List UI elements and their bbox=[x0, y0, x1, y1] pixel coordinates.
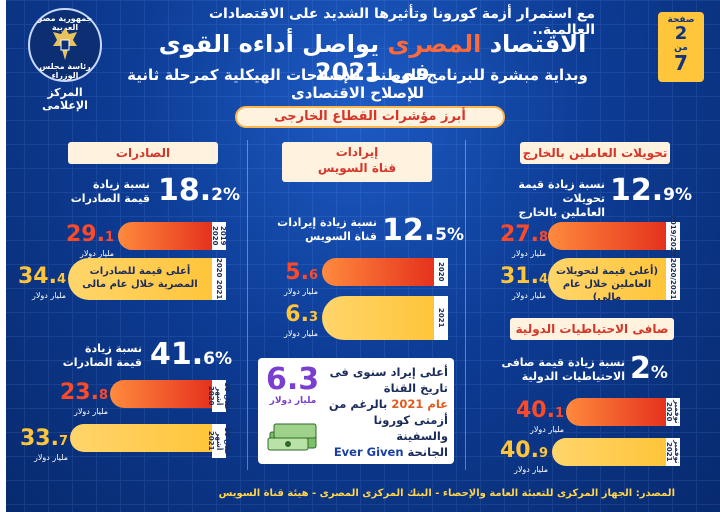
money-stack-icon bbox=[267, 423, 317, 451]
suez-card-text: أعلى إيراد سنوى فى تاريخ القناة عام 2021… bbox=[328, 365, 448, 459]
source-note: المصدر: الجهاز المركزى للتعبئة العامة وا… bbox=[218, 488, 675, 499]
cabinet-seal-logo: جمهورية مصر العربية رئاسة مجلس الوزراء bbox=[28, 8, 102, 82]
exports-bar-10m-2020 bbox=[110, 380, 212, 408]
column-divider bbox=[247, 140, 248, 470]
suez-tag: إيرادات قناة السويس bbox=[282, 142, 432, 182]
exports-year-2020: 2019 2020 bbox=[211, 222, 227, 250]
remittances-year-2021: 2020/2021 bbox=[666, 258, 680, 300]
suez-bar-2020 bbox=[322, 258, 434, 286]
remittances-pct-block: 12.9% نسبة زيادة قيمة تحويلات العاملين با… bbox=[480, 176, 692, 220]
suez-bar-2021 bbox=[322, 296, 434, 340]
exports-year-10m-2021: خلال 10 أشهر 2021 bbox=[207, 424, 231, 458]
exports-val-10m-2021: 33.7 مليار دولار bbox=[19, 426, 68, 463]
exports-note: أعلى قيمة للصادرات المصرية خلال عام مالى bbox=[82, 266, 198, 290]
reserves-tag: صافى الاحتياطيات الدولية bbox=[510, 318, 674, 340]
exports-val-2020: 29.1 مليار دولار bbox=[66, 222, 115, 259]
section-banner: أبرز مؤشرات القطاع الخارجى bbox=[235, 106, 505, 128]
eagle-icon bbox=[53, 28, 77, 60]
reserves-val-2021: 40.9 مليار دولار bbox=[499, 438, 548, 475]
suez-card-value: 6.3 bbox=[266, 362, 320, 397]
exports-val-10m-2020: 23.8 مليار دولار bbox=[59, 380, 108, 417]
reserves-bar-2021 bbox=[552, 438, 666, 466]
remittances-pct: 12.9% bbox=[610, 173, 693, 208]
page-subtitle: وبداية مبشرة للبرنامج الوطنى للإصلاحات ا… bbox=[127, 66, 588, 102]
reserves-bar-2020 bbox=[566, 398, 666, 426]
suez-pct: 12.5% bbox=[382, 213, 465, 248]
exports-bar-10m-2021 bbox=[70, 424, 212, 452]
seal-mid-text: رئاسة مجلس الوزراء bbox=[39, 62, 91, 80]
page-number: 2 bbox=[674, 23, 688, 44]
exports-pct-1: 18.2% bbox=[158, 173, 241, 208]
suez-year-2021: 2021 bbox=[434, 296, 448, 340]
reserves-pct-label: نسبة زيادة قيمة صافى الاحتياطيات الدولية bbox=[501, 356, 625, 383]
suez-val-2020: 5.6 مليار دولار bbox=[283, 260, 318, 297]
exports-pct-2: 41.6% bbox=[150, 337, 233, 372]
remittances-val-2020: 27.8 مليار دولار bbox=[500, 222, 549, 259]
seal-bottom-text: المركز الإعلامى bbox=[42, 86, 88, 112]
page-of: من bbox=[674, 43, 688, 53]
reserves-year-2020: نوفمبر 2020 bbox=[665, 398, 681, 426]
exports-pct-1-label: نسبة زيادة قيمة الصادرات bbox=[70, 178, 150, 205]
exports-pct-2-label: نسبة زيادة قيمة الصادرات bbox=[62, 342, 142, 369]
suez-card-unit: مليار دولار bbox=[269, 396, 317, 406]
page-title: الاقتصاد المصرى يواصل أداءه القوى فى 202… bbox=[150, 30, 595, 86]
exports-tag: الصادرات bbox=[68, 142, 218, 164]
seal-top-text: جمهورية مصر العربية bbox=[37, 14, 93, 32]
suez-year-2020: 2020 bbox=[434, 258, 448, 286]
remittances-val-2021: 31.4 مليار دولار bbox=[500, 264, 549, 301]
exports-year-10m-2020: خلال 10 أشهر 2020 bbox=[207, 380, 231, 412]
remittances-bar-2021: (أعلى قيمة لتحويلات العاملين خلال عام مال… bbox=[548, 258, 666, 303]
top-line: مع استمرار أزمة كورونا وتأثيرها الشديد ع… bbox=[208, 6, 595, 38]
column-divider bbox=[465, 140, 466, 470]
title-part-b: يواصل أداءه القوى فى 2021 bbox=[158, 30, 431, 86]
reserves-pct: 2% bbox=[630, 351, 668, 386]
reserves-val-2020: 40.1 مليار دولار bbox=[516, 398, 565, 435]
title-highlight: المصرى bbox=[387, 30, 482, 58]
exports-year-2021: 2020 2021 bbox=[212, 258, 226, 300]
exports-val-2021: 34.4 مليار دولار bbox=[18, 264, 67, 301]
suez-val-2021: 6.3 مليار دولار bbox=[283, 302, 318, 339]
exports-bar-2020 bbox=[118, 222, 212, 250]
remittances-note: (أعلى قيمة لتحويلات العاملين خلال عام مال… bbox=[555, 266, 659, 303]
page-total: 7 bbox=[674, 51, 688, 75]
suez-pct-label: نسبة زيادة إيرادات قناة السويس bbox=[277, 216, 377, 243]
page-counter: صفحة 2 من 7 bbox=[658, 12, 704, 82]
suez-record-card: 6.3 مليار دولار أعلى إيراد سنوى فى تاريخ… bbox=[258, 358, 454, 464]
remittances-pct-label: نسبة زيادة قيمة تحويلات العاملين بالخارج bbox=[518, 178, 605, 219]
page-label: صفحة bbox=[667, 15, 695, 25]
remittances-bar-2020 bbox=[548, 222, 666, 250]
exports-bar-2021: أعلى قيمة للصادرات المصرية خلال عام مالى bbox=[68, 258, 212, 300]
left-border bbox=[0, 0, 6, 512]
remittances-tag: تحويلات العاملين بالخارج bbox=[520, 142, 670, 164]
reserves-year-2021: نوفمبر 2021 bbox=[665, 438, 681, 466]
remittances-year-2020: 2019/2020 bbox=[666, 215, 680, 257]
title-part-a: الاقتصاد bbox=[489, 30, 587, 58]
